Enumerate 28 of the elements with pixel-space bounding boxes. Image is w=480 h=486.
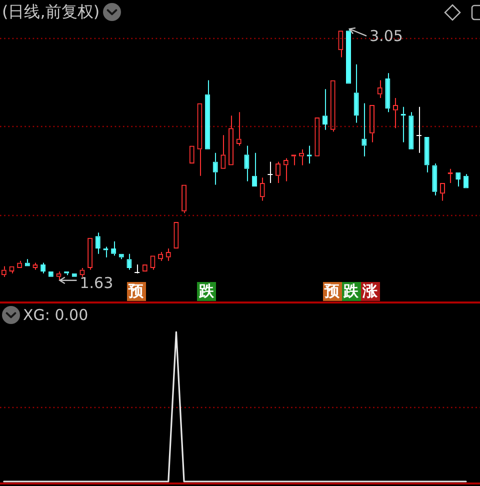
candlestick: [267, 161, 274, 184]
candlestick: [385, 72, 390, 113]
text: 跌: [342, 282, 360, 301]
annotation: 3.05: [370, 26, 403, 45]
candlestick: [354, 64, 359, 124]
candlestick: [456, 172, 461, 188]
text: 跌: [197, 282, 216, 301]
candlestick: [95, 232, 100, 254]
candlestick: [424, 136, 430, 173]
candlestick: [24, 258, 30, 266]
candlestick: [212, 152, 218, 186]
candlestick: [416, 106, 422, 154]
candlestick: [362, 102, 367, 157]
candlestick: [322, 88, 328, 130]
candlestick: [134, 264, 140, 274]
chart-title: XG: 0.00: [23, 306, 88, 324]
candlestick: [432, 163, 438, 196]
candlestick: [126, 253, 132, 270]
candlestick: [244, 145, 250, 182]
candlestick: [463, 174, 468, 188]
text: 预: [322, 282, 342, 301]
text: 预: [126, 282, 146, 301]
chart-title: (日线,前复权): [2, 2, 100, 22]
candlestick: [408, 112, 414, 150]
annotation: 1.63: [80, 274, 114, 292]
text: 涨: [360, 282, 380, 301]
candlestick: [252, 152, 258, 187]
candlestick: [205, 80, 210, 150]
